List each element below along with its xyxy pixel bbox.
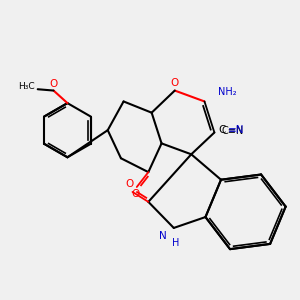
Text: C≡N: C≡N	[221, 126, 243, 136]
Text: NH₂: NH₂	[218, 86, 237, 97]
Text: C: C	[218, 125, 226, 135]
Text: N: N	[159, 231, 167, 241]
Text: O: O	[170, 78, 178, 88]
Text: O: O	[125, 179, 133, 189]
Text: ≡N: ≡N	[228, 125, 245, 135]
Text: O: O	[131, 189, 139, 199]
Text: O: O	[50, 79, 58, 89]
Text: H₃C: H₃C	[18, 82, 34, 91]
Text: H: H	[172, 238, 179, 248]
